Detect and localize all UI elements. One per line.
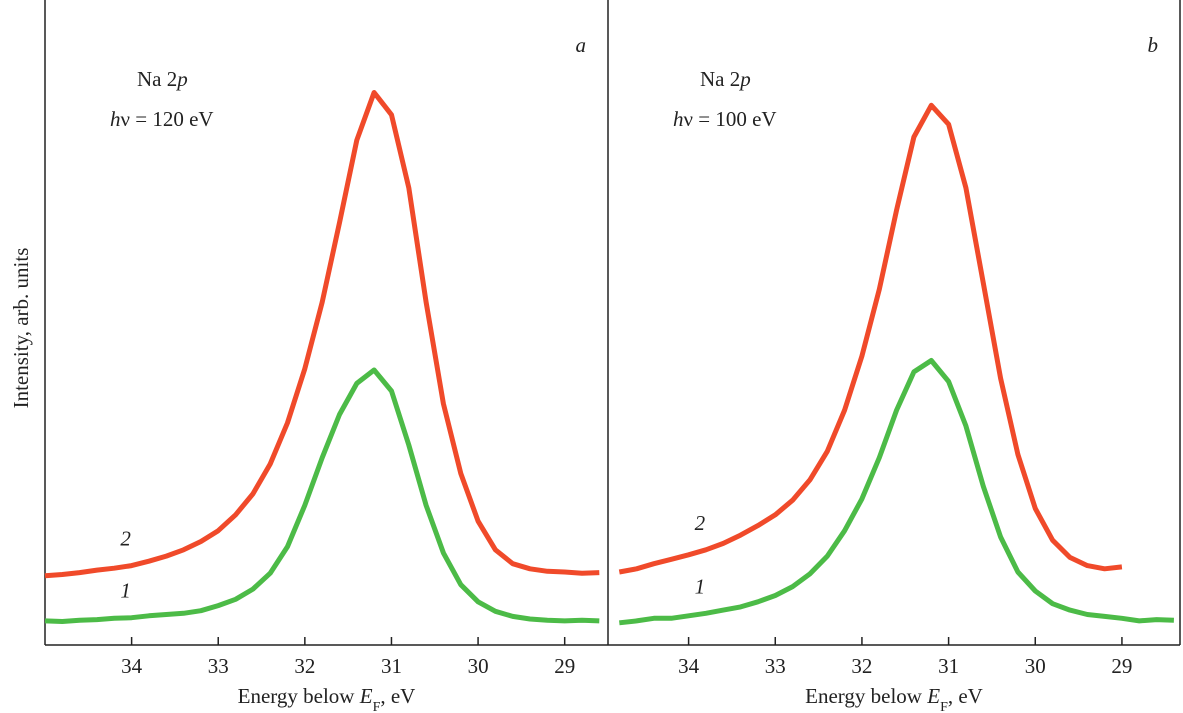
- text-run: Na 2: [137, 67, 177, 91]
- text-run: , eV: [380, 684, 415, 708]
- x-tick-label: 34: [121, 654, 143, 678]
- text-run: E: [926, 684, 940, 708]
- text-run: h: [110, 107, 121, 131]
- y-axis-title: Intensity, arb. units: [9, 248, 33, 409]
- text-run: E: [359, 684, 373, 708]
- x-tick-label: 31: [381, 654, 402, 678]
- x-tick-label: 29: [1111, 654, 1132, 678]
- text-run: p: [175, 67, 188, 91]
- data-line: [619, 358, 1174, 626]
- x-axis-title: Energy below EF, eV: [238, 684, 416, 713]
- series-label: 2: [695, 511, 706, 535]
- annotation: hν = 100 eV: [673, 107, 777, 131]
- series-label: 1: [695, 574, 706, 598]
- text-run: F: [373, 700, 381, 713]
- x-axis-title: Energy below EF, eV: [805, 684, 983, 713]
- data-line: [44, 90, 600, 579]
- annotation: Na 2p: [137, 67, 188, 91]
- text-run: p: [738, 67, 751, 91]
- x-tick-label: 29: [554, 654, 575, 678]
- text-run: Energy below: [238, 684, 360, 708]
- x-tick-label: 34: [678, 654, 700, 678]
- x-tick-label: 31: [938, 654, 959, 678]
- x-tick-label: 30: [1025, 654, 1046, 678]
- data-line: [44, 367, 600, 624]
- annotation: Na 2p: [700, 67, 751, 91]
- x-tick-label: 33: [765, 654, 786, 678]
- text-run: ν = 120 eV: [121, 107, 214, 131]
- data-line: [618, 102, 1123, 575]
- text-run: ν = 100 eV: [684, 107, 777, 131]
- text-run: Energy below: [805, 684, 927, 708]
- x-tick-label: 33: [208, 654, 229, 678]
- text-run: F: [940, 700, 948, 713]
- x-tick-label: 32: [851, 654, 872, 678]
- x-tick-label: 32: [294, 654, 315, 678]
- text-run: , eV: [948, 684, 983, 708]
- annotation: hν = 120 eV: [110, 107, 214, 131]
- series-label: 2: [120, 527, 131, 551]
- text-run: h: [673, 107, 684, 131]
- text-run: Na 2: [700, 67, 740, 91]
- panel-label: a: [576, 33, 587, 57]
- panel-label: b: [1148, 33, 1159, 57]
- x-tick-label: 30: [468, 654, 489, 678]
- series-label: 1: [120, 579, 131, 603]
